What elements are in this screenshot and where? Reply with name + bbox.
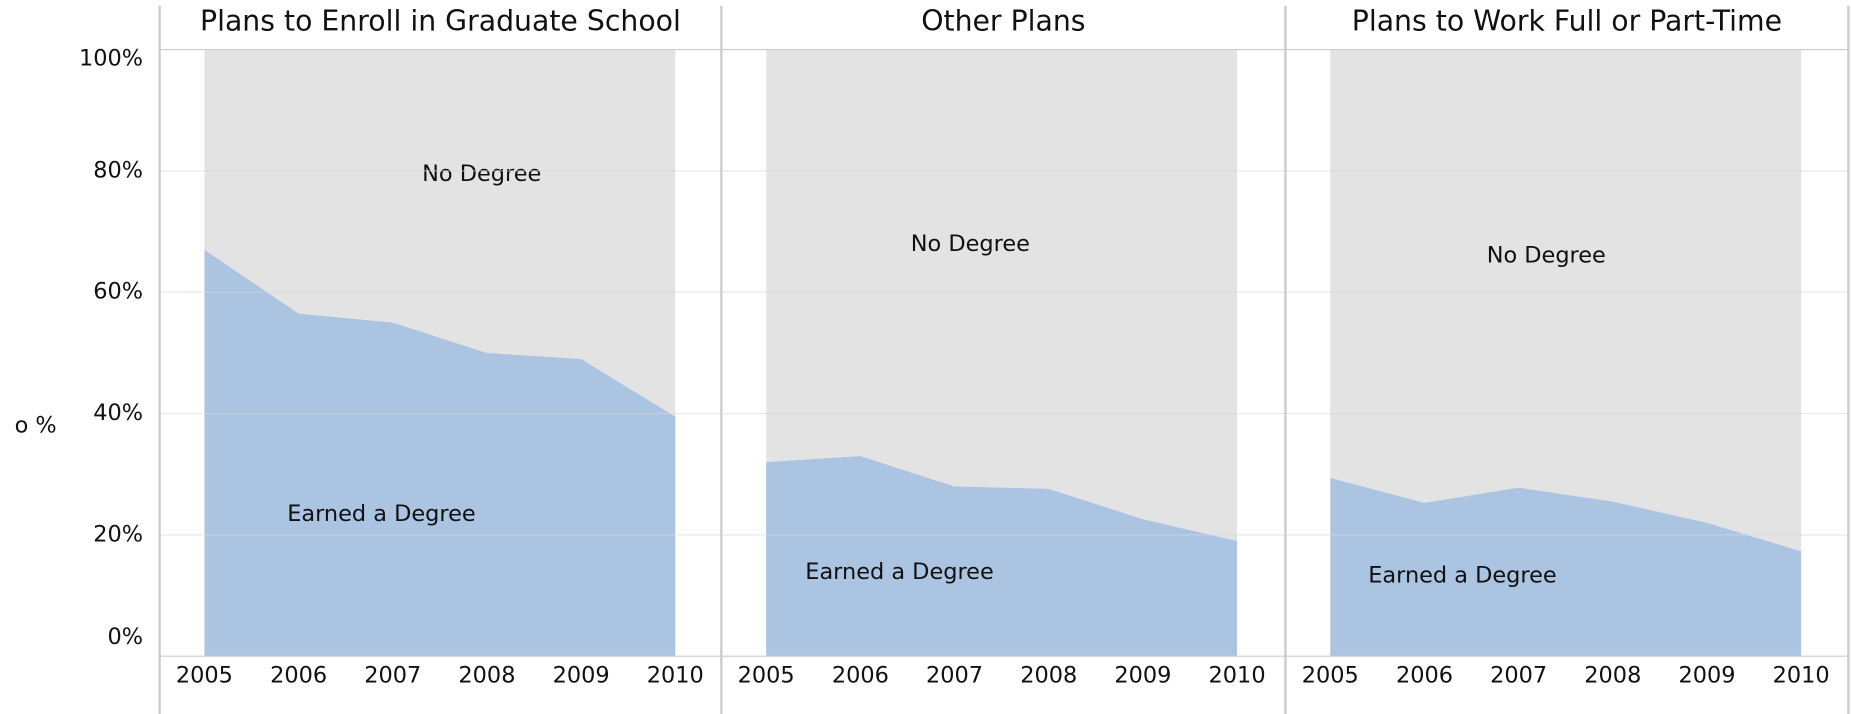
area [1330,477,1802,657]
area [766,455,1238,657]
series-label: No Degree [911,231,1030,257]
x-tick-label: 2005 [176,663,233,689]
area [204,249,676,657]
x-tick-label: 2007 [926,663,983,689]
x-tick-label: 2010 [647,663,704,689]
series-label: Earned a Degree [287,501,475,527]
area [1330,49,1802,552]
panel-title: Plans to Work Full or Part-Time [1352,4,1782,37]
x-tick-label: 2009 [553,663,610,689]
panel-title: Plans to Enroll in Graduate School [200,4,681,37]
x-tick-label: 2008 [1584,663,1641,689]
x-tick-label: 2010 [1773,663,1830,689]
series-label: Earned a Degree [805,559,993,585]
panel-title: Other Plans [921,4,1085,37]
y-tick-label: 40% [93,400,143,426]
y-tick-label: 0% [108,624,144,650]
x-tick-label: 2006 [832,663,889,689]
y-tick-label: 20% [93,521,143,547]
area [766,49,1238,541]
y-tick-label: 80% [93,157,143,183]
x-tick-label: 2006 [270,663,327,689]
x-tick-label: 2008 [458,663,515,689]
series-label: Earned a Degree [1368,562,1556,588]
series-label: No Degree [422,161,541,187]
x-tick-label: 2005 [1302,663,1359,689]
x-tick-label: 2007 [364,663,421,689]
x-tick-label: 2009 [1114,663,1171,689]
x-tick-label: 2010 [1209,663,1266,689]
x-tick-label: 2009 [1678,663,1735,689]
y-axis-label: o % [15,413,57,439]
area [204,49,676,417]
y-tick-label: 100% [79,46,143,72]
series-label: No Degree [1487,243,1606,269]
x-tick-label: 2007 [1490,663,1547,689]
x-tick-label: 2006 [1396,663,1453,689]
y-tick-label: 60% [93,279,143,305]
x-tick-label: 2008 [1020,663,1077,689]
x-tick-label: 2005 [738,663,795,689]
